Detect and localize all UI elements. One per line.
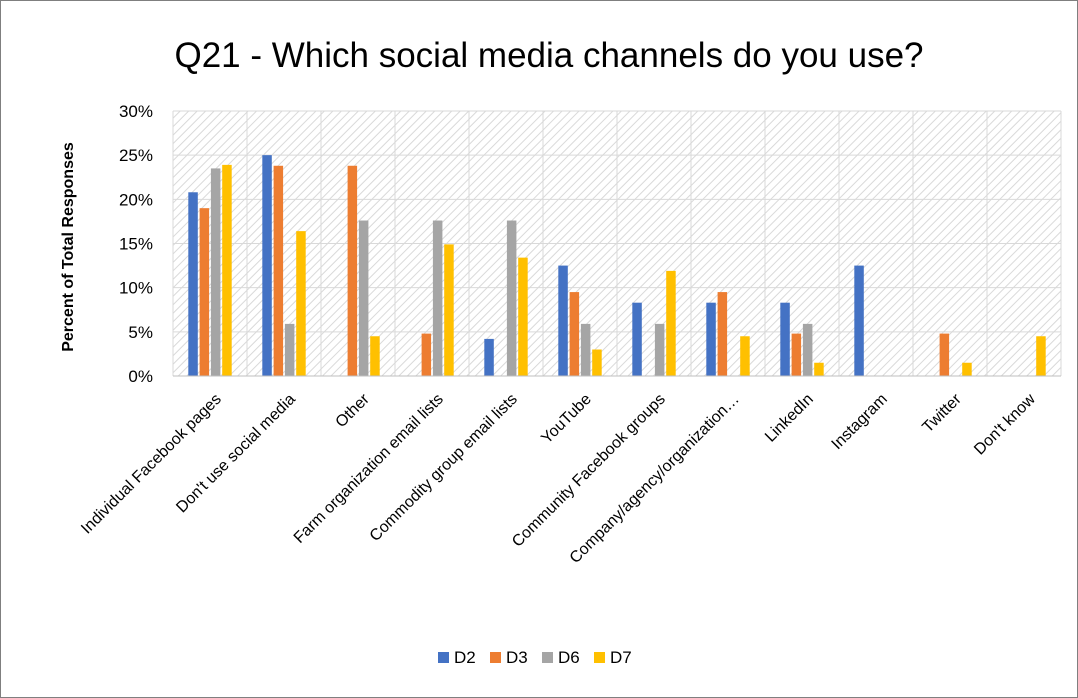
bar-d7 xyxy=(666,270,676,376)
bar-d3 xyxy=(569,292,580,376)
y-axis-ticks: 0% 5% 10% 15% 20% 25% 30% xyxy=(119,102,153,386)
x-category-label: Community Facebook groups xyxy=(509,391,669,551)
bar-d7 xyxy=(370,336,380,376)
bar-d7 xyxy=(592,349,602,376)
legend-swatch-d2 xyxy=(438,652,449,663)
bar-d6 xyxy=(580,323,591,376)
legend-swatch-d6 xyxy=(542,652,553,663)
bar-d6 xyxy=(358,220,369,376)
bar-d6 xyxy=(432,220,443,376)
legend: D2 D3 D6 D7 xyxy=(438,648,632,667)
x-category-label: Other xyxy=(333,390,374,431)
x-category-label: Company/agency/organization… xyxy=(567,391,743,567)
y-tick-label: 20% xyxy=(119,190,153,209)
y-tick-label: 30% xyxy=(119,102,153,121)
x-category-label: Twitter xyxy=(919,390,965,436)
y-tick-label: 0% xyxy=(128,367,153,386)
x-category-label: Don't use social media xyxy=(173,391,299,517)
bar-d6 xyxy=(284,323,295,376)
bar-d6 xyxy=(802,323,813,376)
x-category-label: Farm organization email lists xyxy=(291,391,447,547)
bar-d2 xyxy=(484,338,494,376)
legend-label-d3: D3 xyxy=(506,648,528,667)
legend-swatch-d7 xyxy=(594,652,605,663)
bar-d3 xyxy=(421,333,432,376)
bar-d2 xyxy=(262,155,272,376)
bar-d6 xyxy=(654,323,665,376)
bar-d3 xyxy=(273,165,284,376)
bar-d7 xyxy=(814,362,824,376)
bar-d3 xyxy=(717,292,728,376)
bars xyxy=(188,155,1046,376)
legend-swatch-d3 xyxy=(490,652,501,663)
chart-title: Q21 - Which social media channels do you… xyxy=(174,36,923,75)
legend-label-d2: D2 xyxy=(454,648,476,667)
bar-d6 xyxy=(506,220,517,376)
x-category-label: YouTube xyxy=(538,391,595,448)
bar-d7 xyxy=(1036,336,1046,376)
bar-d2 xyxy=(632,302,642,376)
bar-d2 xyxy=(558,265,568,376)
bar-d3 xyxy=(199,208,210,376)
gridlines xyxy=(172,110,1062,376)
y-axis-label: Percent of Total Responses xyxy=(60,142,77,352)
bar-d3 xyxy=(939,333,950,376)
bar-d7 xyxy=(518,257,528,376)
bar-d6 xyxy=(210,168,221,376)
bar-d3 xyxy=(791,333,802,376)
x-category-label: Don't know xyxy=(971,390,1039,458)
y-tick-label: 15% xyxy=(119,235,153,254)
legend-label-d6: D6 xyxy=(558,648,580,667)
bar-d2 xyxy=(854,265,864,376)
bar-d7 xyxy=(444,244,454,376)
bar-d7 xyxy=(296,231,306,376)
legend-label-d7: D7 xyxy=(610,648,632,667)
bar-d7 xyxy=(962,362,972,376)
bar-d7 xyxy=(740,336,750,376)
x-category-label: LinkedIn xyxy=(762,391,817,446)
bar-d2 xyxy=(780,302,790,376)
y-tick-label: 10% xyxy=(119,279,153,298)
bar-d7 xyxy=(222,164,232,376)
bar-d3 xyxy=(347,165,358,376)
y-tick-label: 25% xyxy=(119,146,153,165)
bar-d2 xyxy=(188,192,198,376)
bar-d2 xyxy=(706,302,716,376)
x-category-label: Commodity group email lists xyxy=(367,391,521,545)
x-category-label: Instagram xyxy=(829,391,891,453)
y-tick-label: 5% xyxy=(128,323,153,342)
x-category-label: Individual Facebook pages xyxy=(78,391,225,538)
